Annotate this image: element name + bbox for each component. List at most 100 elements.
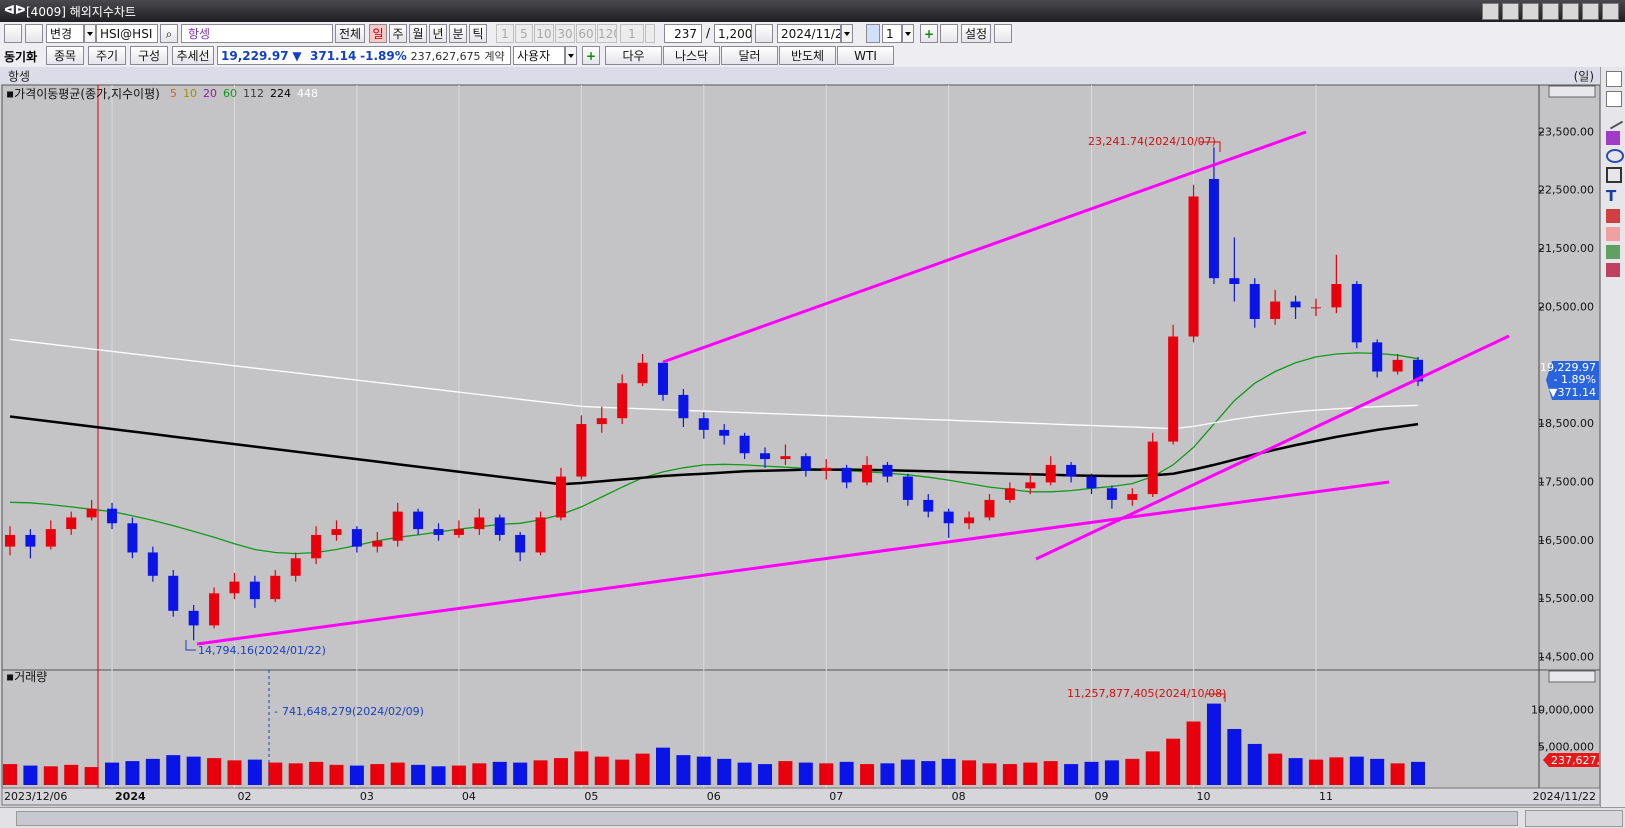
- volume-bar: [1104, 760, 1119, 785]
- toolbar-row2: 동기화 종목 주기 구성 추세선 19,229.97 ▼ 371.14 -1.8…: [0, 45, 1625, 67]
- interval-button[interactable]: 30: [555, 24, 575, 43]
- index-button[interactable]: 달러: [721, 46, 778, 65]
- icon-button[interactable]: [755, 24, 773, 43]
- interval-button[interactable]: 1: [496, 24, 514, 43]
- window-button[interactable]: [1522, 3, 1539, 20]
- unit-input[interactable]: 1: [620, 24, 644, 43]
- dropdown-arrow[interactable]: [902, 24, 914, 43]
- icon-button[interactable]: [25, 24, 43, 43]
- volume-bar: [860, 764, 875, 785]
- tool-icon[interactable]: [1602, 108, 1624, 130]
- window-button[interactable]: [1582, 3, 1599, 20]
- change-select[interactable]: 변경: [46, 24, 84, 43]
- tool-button[interactable]: 추세선: [172, 46, 214, 65]
- y-tick-label: 14,500.00: [1538, 650, 1594, 663]
- volume-bar: [982, 763, 997, 785]
- tool-icon[interactable]: [1606, 149, 1624, 163]
- x-tick-label: 02: [237, 790, 251, 803]
- shown-count[interactable]: 237: [664, 24, 702, 43]
- dropdown-arrow[interactable]: [565, 46, 577, 65]
- spinner[interactable]: [645, 24, 655, 43]
- legend-entry: 112: [243, 87, 264, 100]
- tool-icon[interactable]: [1606, 71, 1622, 87]
- interval-button[interactable]: 5: [515, 24, 533, 43]
- moving-average-line: [9, 338, 1419, 430]
- tool-icon[interactable]: T: [1606, 187, 1617, 205]
- window-button[interactable]: [1562, 3, 1579, 20]
- trend-line[interactable]: [1035, 334, 1510, 561]
- window-title: [4009] 해외지수차트: [26, 5, 136, 19]
- candle-body: [780, 456, 791, 460]
- scrollbar[interactable]: [0, 807, 1625, 828]
- volume-bar: [758, 764, 773, 785]
- interval-button[interactable]: 60: [576, 24, 596, 43]
- window-button[interactable]: [1542, 3, 1559, 20]
- code-input[interactable]: HSI@HSI: [96, 24, 158, 43]
- icon-button[interactable]: [4, 24, 22, 43]
- candle-body: [392, 511, 403, 541]
- panel-buttons[interactable]: [1548, 670, 1596, 683]
- candle-body: [739, 435, 750, 454]
- add-button[interactable]: +: [582, 46, 600, 65]
- all-button[interactable]: 전체: [335, 24, 365, 43]
- tool-icon[interactable]: [1606, 167, 1622, 183]
- tool-icon[interactable]: [1606, 263, 1620, 277]
- tool-button[interactable]: 주기: [88, 46, 126, 65]
- dropdown-arrow[interactable]: [84, 24, 96, 43]
- window-button[interactable]: [1502, 3, 1519, 20]
- icon-button[interactable]: [994, 24, 1012, 43]
- candle-body: [127, 523, 138, 553]
- candle-body: [433, 529, 444, 535]
- index-button[interactable]: 다우: [605, 46, 662, 65]
- candle-body: [229, 581, 240, 594]
- interval-button[interactable]: 120: [597, 24, 617, 43]
- y-tick-label: 20,500.00: [1538, 300, 1594, 313]
- user-select[interactable]: 사용자: [513, 46, 565, 65]
- tool-icon[interactable]: [1606, 245, 1620, 259]
- tool-button[interactable]: 종목: [46, 46, 84, 65]
- settings-button[interactable]: 설정: [961, 24, 991, 43]
- index-button[interactable]: WTI: [837, 46, 894, 65]
- panel-buttons[interactable]: [1548, 85, 1596, 98]
- dropdown-arrow[interactable]: [841, 24, 853, 43]
- tool-icon[interactable]: [1606, 209, 1620, 223]
- index-button[interactable]: 반도체: [779, 46, 836, 65]
- volume-bar: [737, 762, 752, 785]
- tool-icon[interactable]: [1606, 227, 1620, 241]
- period-button[interactable]: 일: [369, 24, 387, 43]
- trend-line[interactable]: [196, 480, 1390, 646]
- volume-bar: [411, 764, 426, 785]
- tool-icon[interactable]: [1606, 91, 1622, 107]
- volume-bar: [1002, 764, 1017, 785]
- trend-line[interactable]: [662, 130, 1307, 364]
- period-button[interactable]: 월: [409, 24, 427, 43]
- zoom-buttons[interactable]: [1525, 810, 1623, 827]
- name-input[interactable]: 항셍: [181, 24, 333, 43]
- icon-button[interactable]: [940, 24, 958, 43]
- search-button[interactable]: ⌕: [160, 24, 178, 43]
- candle-body: [984, 499, 995, 518]
- candle-body: [882, 464, 893, 477]
- checkbox[interactable]: [866, 24, 880, 43]
- period-button[interactable]: 주: [389, 24, 407, 43]
- date-input[interactable]: 2024/11/22: [777, 24, 841, 43]
- total-count[interactable]: 1,200: [714, 24, 752, 43]
- candle-body: [1331, 284, 1342, 308]
- volume-bar: [1043, 761, 1058, 785]
- interval-button[interactable]: 10: [534, 24, 554, 43]
- window-button[interactable]: [1602, 3, 1619, 20]
- tool-button[interactable]: 구성: [130, 46, 168, 65]
- window-button[interactable]: [1482, 3, 1499, 20]
- period-button[interactable]: 년: [429, 24, 447, 43]
- period-button[interactable]: 틱: [469, 24, 487, 43]
- period-button[interactable]: 분: [449, 24, 467, 43]
- tool-icon[interactable]: [1606, 131, 1620, 145]
- volume-bar: [594, 756, 609, 785]
- candle-body: [964, 517, 975, 524]
- scroll-thumb[interactable]: [16, 811, 1518, 826]
- legend-title: ▪가격이동평균(종가,지수이평): [6, 87, 160, 101]
- add-button[interactable]: +: [920, 24, 938, 43]
- legend-entry: 5: [170, 87, 177, 100]
- multiplier-input[interactable]: 1: [882, 24, 902, 43]
- index-button[interactable]: 나스닥: [663, 46, 720, 65]
